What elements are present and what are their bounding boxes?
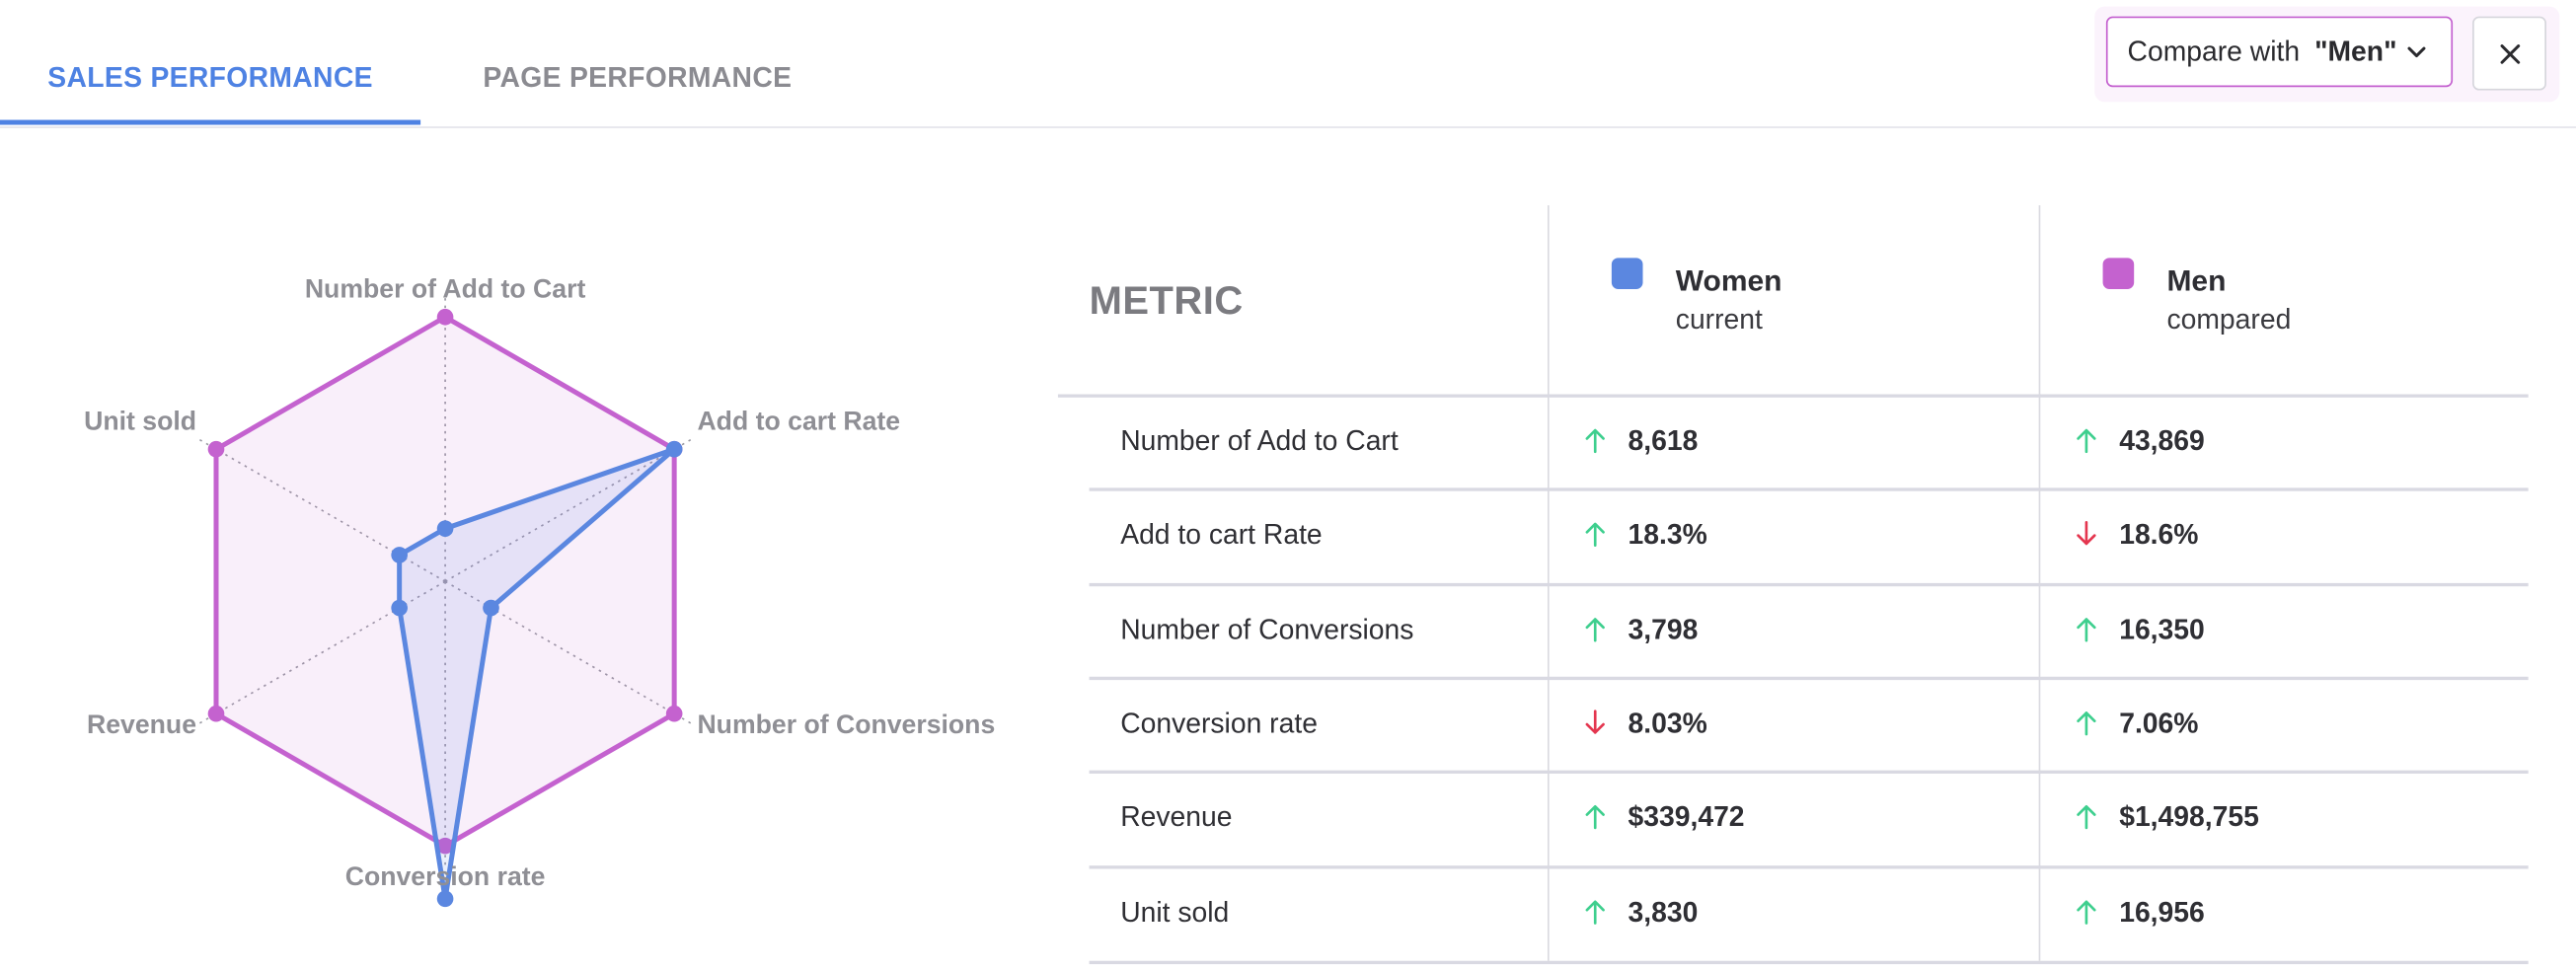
men-data-point	[436, 837, 454, 855]
women-value: 18.3%	[1628, 518, 1707, 551]
women-value: 3,798	[1628, 614, 1699, 646]
radar-axis-label: Number of Add to Cart	[305, 273, 586, 303]
radar-axis-label: Unit sold	[84, 406, 196, 435]
men-column-subtitle: compared	[2166, 303, 2292, 336]
women-value: 8,618	[1628, 425, 1699, 457]
compare-panel: Compare with "Men"	[2094, 6, 2560, 103]
women-data-point	[665, 440, 683, 458]
men-data-point	[207, 705, 225, 722]
metric-name: Unit sold	[1120, 896, 1230, 929]
chevron-down-icon	[2407, 45, 2426, 57]
table-row-divider	[1089, 487, 2529, 491]
women-value: 3,830	[1628, 896, 1699, 929]
table-row-divider	[1089, 770, 2529, 774]
arrow-up-icon	[2077, 804, 2096, 830]
radar-axis-label: Number of Conversions	[697, 710, 995, 739]
column-divider	[1547, 205, 1550, 961]
compare-selected-value: "Men"	[2314, 35, 2397, 67]
table-row-divider	[1089, 582, 2529, 587]
arrow-up-icon	[2077, 711, 2096, 736]
men-value: 7.06%	[2119, 708, 2199, 740]
men-data-point	[665, 705, 683, 722]
compare-prefix: Compare with	[2127, 35, 2301, 67]
radar-axis-label: Add to cart Rate	[697, 406, 900, 435]
women-column-title: Women	[1675, 263, 1782, 298]
metric-name: Number of Conversions	[1120, 614, 1414, 646]
men-value: 43,869	[2119, 425, 2205, 457]
arrow-down-icon	[2077, 520, 2096, 546]
arrow-up-icon	[2077, 900, 2096, 925]
men-value: 16,350	[2119, 614, 2205, 646]
radar-axis-line	[444, 580, 694, 725]
metric-name: Add to cart Rate	[1120, 518, 1323, 551]
metric-name: Conversion rate	[1120, 708, 1318, 740]
table-row-divider	[1057, 394, 2529, 398]
men-column-title: Men	[2166, 263, 2227, 298]
arrow-up-icon	[1585, 428, 1605, 454]
arrow-up-icon	[1585, 618, 1605, 642]
tab-bar: SALES PERFORMANCE PAGE PERFORMANCE	[0, 0, 2576, 128]
tab-page-performance[interactable]: PAGE PERFORMANCE	[483, 62, 793, 94]
table-row-divider	[1089, 960, 2529, 965]
women-value: 8.03%	[1628, 708, 1707, 740]
active-tab-indicator	[0, 119, 421, 125]
tab-sales-performance[interactable]: SALES PERFORMANCE	[47, 62, 373, 94]
women-color-swatch	[1611, 258, 1643, 289]
men-value: 18.6%	[2119, 518, 2199, 551]
arrow-up-icon	[1585, 804, 1605, 830]
women-data-point	[436, 890, 454, 908]
radar-axis-line	[444, 437, 694, 582]
column-divider	[2038, 205, 2041, 961]
radar-axis-label: Revenue	[87, 710, 196, 739]
close-icon	[2499, 43, 2520, 63]
arrow-up-icon	[2077, 618, 2096, 642]
radar-axis-line	[197, 437, 446, 582]
radar-axis-line	[197, 580, 446, 725]
women-data-point	[483, 599, 499, 617]
table-row-divider	[1089, 676, 2529, 681]
women-data-point	[391, 547, 408, 563]
women-column-subtitle: current	[1675, 303, 1763, 336]
table-row-divider	[1089, 865, 2529, 869]
women-data-point	[436, 520, 454, 537]
arrow-up-icon	[1585, 522, 1605, 547]
men-value: $1,498,755	[2119, 801, 2259, 833]
metric-name: Number of Add to Cart	[1120, 425, 1399, 457]
close-compare-button[interactable]	[2472, 16, 2546, 91]
compare-dropdown[interactable]: Compare with "Men"	[2105, 16, 2454, 88]
men-color-swatch	[2102, 258, 2135, 289]
men-data-point	[436, 308, 454, 326]
arrow-up-icon	[2077, 428, 2096, 454]
arrow-down-icon	[1585, 710, 1605, 734]
women-data-point	[391, 599, 408, 617]
arrow-up-icon	[1585, 900, 1605, 925]
women-value: $339,472	[1628, 801, 1745, 833]
men-data-point	[207, 440, 225, 458]
metric-column-header: METRIC	[1089, 278, 1244, 324]
radar-chart: Number of Add to Cart Add to cart Rate Num…	[84, 273, 995, 908]
radar-axis-label: Conversion rate	[345, 861, 546, 891]
metric-name: Revenue	[1120, 801, 1233, 833]
men-value: 16,956	[2119, 896, 2205, 929]
